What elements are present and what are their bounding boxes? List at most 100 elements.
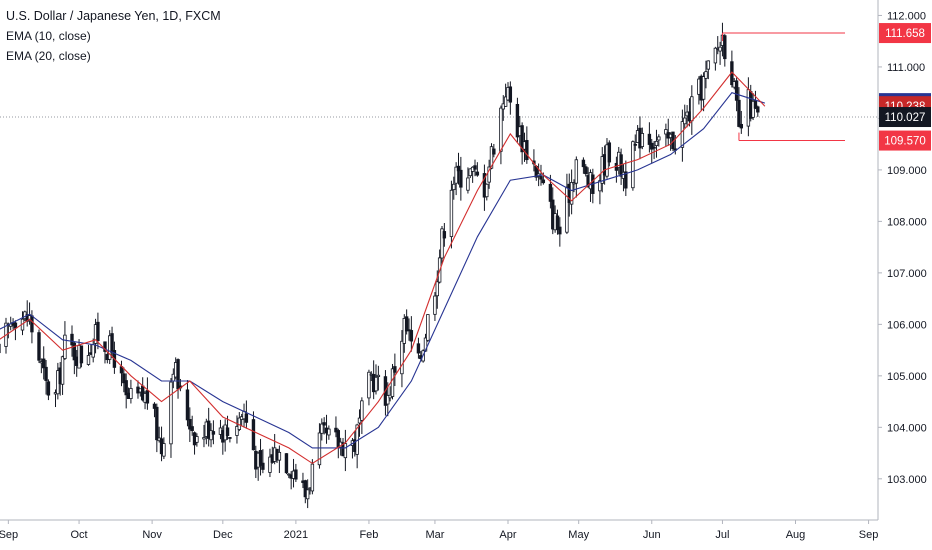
candle-body — [548, 183, 553, 202]
candle — [503, 83, 508, 107]
candle-body — [60, 356, 65, 385]
candle-body — [701, 76, 706, 100]
candle — [79, 345, 84, 368]
candle-body — [652, 146, 656, 149]
x-tick-label: Aug — [786, 529, 806, 541]
candle-body — [320, 423, 324, 434]
candle-body — [539, 176, 543, 180]
candle — [558, 217, 562, 247]
candle-body — [145, 390, 150, 404]
candle — [162, 437, 166, 460]
candle-body — [42, 358, 46, 369]
candle — [657, 134, 661, 147]
ema10-legend[interactable]: EMA (10, close) — [6, 29, 91, 43]
candle — [244, 400, 249, 429]
candle — [86, 344, 91, 366]
candle — [237, 412, 242, 432]
candle-body — [723, 35, 727, 60]
candle — [569, 169, 574, 215]
candle-body — [277, 451, 282, 461]
candle — [37, 329, 41, 363]
price-tag-box — [879, 23, 931, 44]
candle — [466, 167, 470, 194]
candle-body — [456, 165, 461, 172]
candle-body — [520, 125, 524, 153]
candle — [209, 423, 213, 448]
candle-body — [176, 359, 180, 390]
y-tick-label: 108.000 — [887, 216, 927, 228]
x-tick-label: Sep — [859, 529, 879, 541]
candle-body — [124, 380, 128, 396]
candle-body — [487, 166, 491, 183]
candle — [129, 379, 133, 404]
candle — [42, 346, 46, 380]
candle-body — [30, 315, 34, 333]
candle-body — [261, 462, 265, 470]
candle — [555, 209, 560, 235]
price-tag-label: 111.658 — [885, 28, 925, 40]
x-tick-label: May — [568, 529, 589, 541]
candle-body — [454, 166, 458, 184]
candle-body — [268, 456, 272, 473]
ema20-legend[interactable]: EMA (20, close) — [6, 49, 91, 63]
candle — [404, 309, 409, 335]
candle — [176, 358, 180, 399]
candle-body — [244, 413, 249, 423]
candle — [631, 140, 635, 191]
x-tick-label: Oct — [70, 529, 87, 541]
candle-body — [468, 168, 472, 177]
candle-body — [79, 345, 84, 364]
candle-body — [706, 60, 711, 70]
candle — [44, 360, 48, 395]
candle — [454, 162, 458, 196]
y-tick-label: 104.000 — [887, 422, 927, 434]
candle — [268, 448, 272, 478]
x-tick-label: Feb — [359, 529, 378, 541]
candle-body — [650, 142, 654, 150]
candle — [320, 418, 324, 441]
candle-body — [558, 226, 562, 235]
candle-body — [303, 480, 308, 498]
candle-body — [473, 165, 477, 170]
candle-body — [305, 489, 310, 500]
candle-body — [185, 389, 190, 421]
time-axis[interactable]: Sep Oct Nov Dec 2021 Feb Mar Apr May Jun Jul Aug Sep — [0, 519, 879, 541]
candle — [409, 316, 414, 352]
price-tag-label: 109.570 — [884, 136, 926, 148]
candle — [284, 453, 289, 475]
candle — [598, 174, 602, 205]
candle-body — [251, 419, 256, 451]
candle-body — [103, 341, 107, 352]
candle-body — [466, 177, 470, 191]
candle — [652, 141, 656, 160]
candle-body — [404, 316, 409, 332]
candle — [393, 353, 397, 387]
candle-body — [188, 419, 192, 430]
candle — [258, 438, 263, 476]
symbol-title[interactable]: U.S. Dollar / Japanese Yen, 1D, FXCM — [6, 9, 221, 23]
candle — [440, 225, 444, 265]
candle-body — [492, 148, 496, 155]
candle-body — [211, 431, 216, 435]
candle — [664, 123, 668, 147]
candle-body — [508, 86, 513, 103]
candle — [751, 92, 755, 121]
price-tag-box — [879, 107, 931, 128]
candle — [718, 41, 722, 65]
candle-body — [598, 180, 602, 192]
candle — [261, 449, 265, 474]
candle-body — [459, 169, 463, 188]
y-tick-label: 107.000 — [887, 268, 927, 280]
candle — [122, 367, 126, 393]
candle-body — [584, 166, 588, 175]
candle-body — [206, 420, 211, 439]
candle — [633, 134, 637, 151]
candle — [499, 105, 503, 165]
x-tick-label: 2021 — [284, 529, 308, 541]
price-axis[interactable]: 103.000 104.000 105.000 106.000 107.000 108.0… — [877, 0, 927, 520]
candle — [525, 126, 529, 164]
candlestick-series — [0, 22, 760, 509]
candle-body — [294, 469, 298, 480]
candle — [169, 378, 173, 458]
